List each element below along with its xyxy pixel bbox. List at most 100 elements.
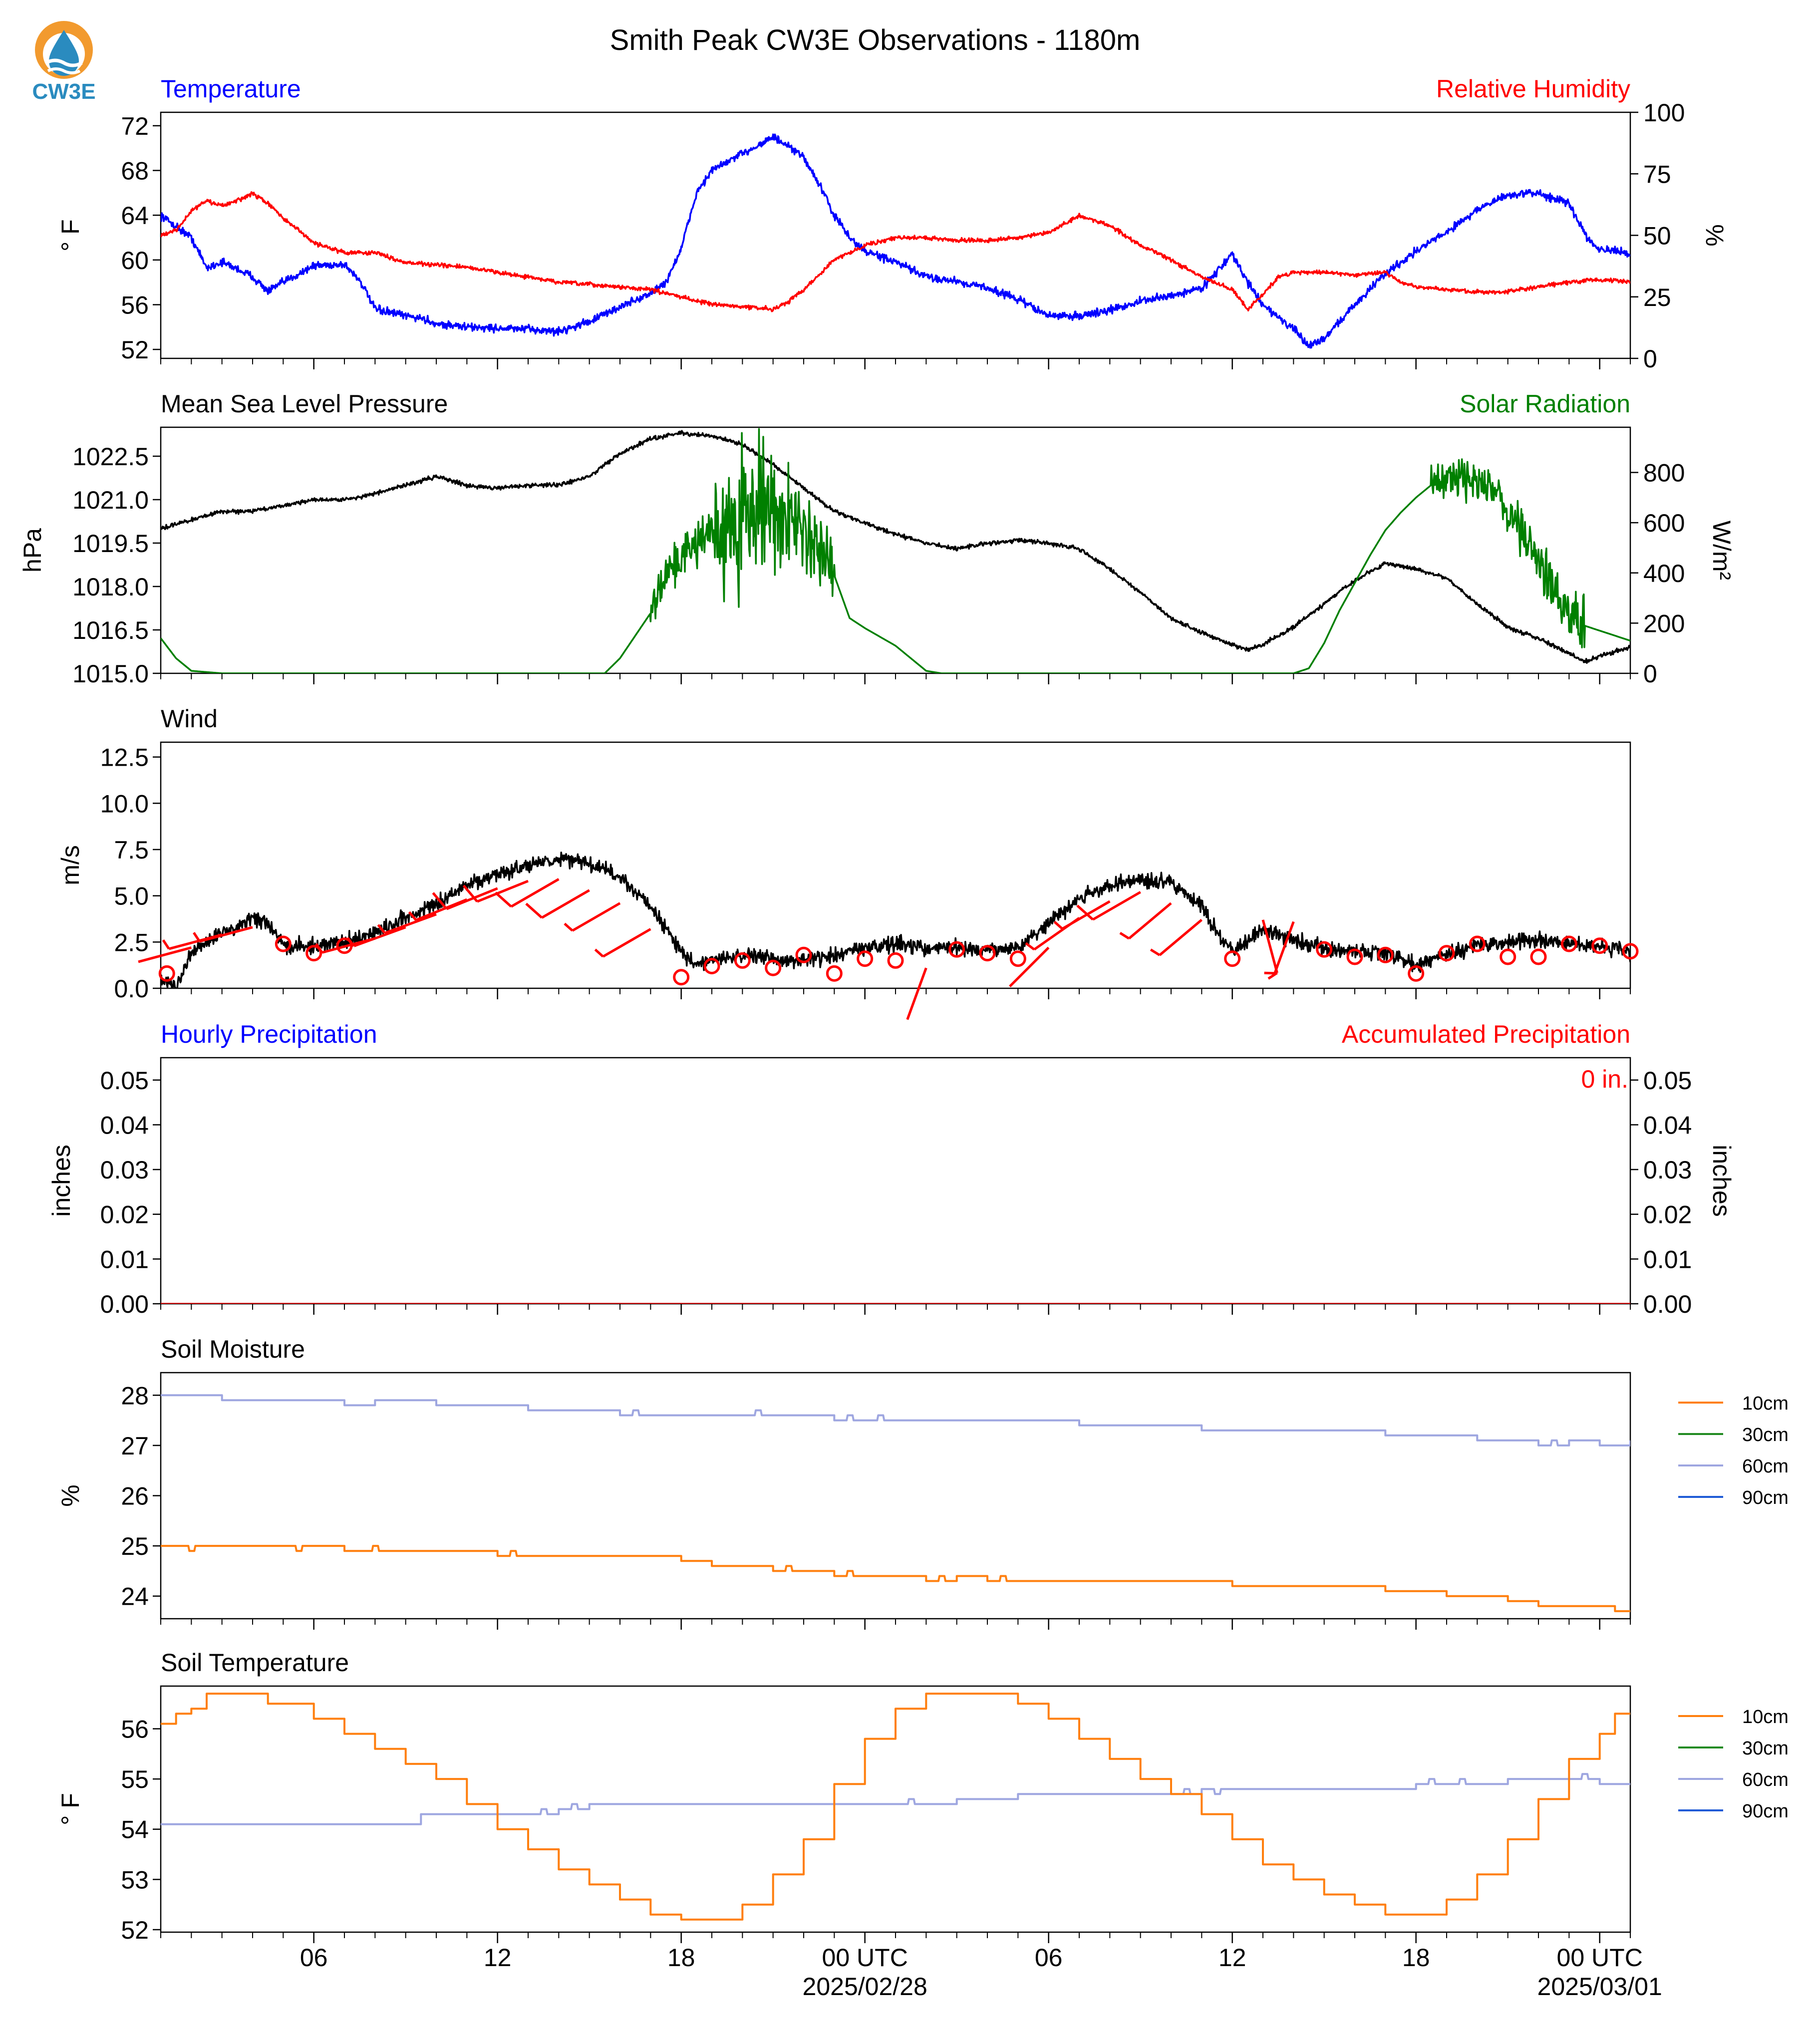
- panel-title-right: Accumulated Precipitation: [1342, 1020, 1630, 1048]
- y-tick-label: 10.0: [100, 790, 149, 818]
- y-tick-label: 54: [121, 1816, 149, 1844]
- wind-barb-half-flag: [1053, 920, 1063, 930]
- y-tick-label: 1022.5: [72, 443, 149, 471]
- wind-barb-staff: [1009, 946, 1050, 988]
- legend-label: 30cm: [1742, 1425, 1789, 1446]
- y-tick-label: 25: [121, 1532, 149, 1560]
- wind-barb-staff: [602, 928, 651, 958]
- y-tick-label: 0.02: [100, 1201, 149, 1229]
- panel-title-right: Solar Radiation: [1460, 390, 1630, 418]
- wind-barb-staff: [1261, 919, 1278, 973]
- series-mean-sea-level-pressure: [161, 430, 1630, 664]
- y-tick-label-right: 100: [1643, 99, 1685, 127]
- y-tick-label-right: 400: [1643, 560, 1685, 587]
- logo-mark-icon: [35, 21, 93, 79]
- y-tick-label: 0.03: [100, 1156, 149, 1184]
- calm-wind-circle: [1500, 948, 1517, 965]
- calm-wind-circle: [765, 959, 782, 976]
- calm-wind-circle: [1438, 945, 1455, 962]
- y-axis-label-right: %: [1701, 224, 1729, 246]
- legend: 10cm 30cm 60cm 90cm: [1678, 1393, 1789, 1508]
- y-tick-label: 26: [121, 1482, 149, 1510]
- calm-wind-circle: [1009, 950, 1026, 967]
- y-tick-label-right: 75: [1643, 160, 1671, 188]
- series-group: [161, 133, 1630, 349]
- series-60cm: [161, 1394, 1630, 1447]
- calm-wind-circle: [158, 965, 175, 982]
- y-axis-label: inches: [47, 1145, 75, 1217]
- wind-barb-half-flag: [1267, 972, 1278, 980]
- x-tick-label: 12: [1218, 1944, 1246, 1972]
- y-tick-label-right: 50: [1643, 222, 1671, 250]
- wind-barb-staff: [353, 926, 406, 947]
- calm-wind-circle: [948, 941, 965, 958]
- y-tick-label: 56: [121, 291, 149, 319]
- y-tick-label: 1018.0: [72, 573, 149, 601]
- y-tick-label: 2.5: [114, 928, 149, 956]
- wind-barb-staff: [384, 913, 437, 934]
- y-axis-label: ° F: [56, 1793, 84, 1825]
- y-axis-label: hPa: [18, 528, 46, 573]
- wind-barb-staff: [1273, 921, 1295, 974]
- y-tick-label: 24: [121, 1583, 149, 1611]
- calm-wind-circle: [703, 958, 720, 975]
- y-tick-label: 52: [121, 336, 149, 364]
- y-axis-label-right: inches: [1708, 1145, 1736, 1217]
- x-tick-label: 12: [484, 1944, 512, 1972]
- panel-hourly-precipitation: Hourly Precipitation Accumulated Precipit…: [47, 1020, 1736, 1318]
- y-tick-label-right: 0.02: [1643, 1201, 1692, 1229]
- y-tick-label-right: 200: [1643, 609, 1685, 637]
- x-tick-label: 06: [300, 1944, 328, 1972]
- wind-barb-half-flag: [1025, 942, 1035, 951]
- y-tick-label: 72: [121, 112, 149, 140]
- panel-temperature: Temperature Relative Humidity ° F % 52 56 60 64…: [56, 75, 1729, 373]
- y-tick-label: 5.0: [114, 882, 149, 910]
- panel-wind: Wind m/s 0.0 2.5 5.0 7.5 10.0 12.5: [56, 705, 1639, 1020]
- y-tick-label-right: 0: [1643, 345, 1657, 373]
- wind-barb-staff: [510, 878, 560, 908]
- wind-barb-half-flag: [564, 922, 574, 932]
- y-tick-label: 28: [121, 1382, 149, 1410]
- wind-barb-half-flag: [594, 948, 604, 958]
- wind-barb-half-flag: [377, 924, 386, 934]
- y-tick-label: 1021.0: [72, 486, 149, 514]
- panel-soil-moisture: Soil Moisture% 24 25 26 27 28 10cm 30cm 60cm 90cm: [56, 1335, 1789, 1630]
- wind-barb-flag: [525, 902, 543, 919]
- y-tick-label-right: 0.03: [1643, 1156, 1692, 1184]
- y-tick-label: 1016.5: [72, 616, 149, 644]
- accumulated-precip-annotation: 0 in.: [1581, 1065, 1628, 1093]
- legend-label: 10cm: [1742, 1707, 1789, 1728]
- wind-barb-half-flag: [162, 939, 170, 950]
- wind-barb-half-flag: [315, 943, 323, 953]
- wind-barb-staff: [446, 887, 498, 910]
- y-tick-label: 68: [121, 157, 149, 185]
- series-relative-humidity: [161, 191, 1630, 312]
- calm-wind-circle: [1622, 943, 1639, 960]
- y-tick-label-right: 0.04: [1643, 1111, 1692, 1139]
- x-tick-date-label: 2025/03/01: [1537, 1973, 1662, 2001]
- series-solar-radiation: [161, 428, 1630, 673]
- logo-text: CW3E: [32, 79, 95, 104]
- calm-wind-circle: [1346, 948, 1363, 965]
- wind-barb-staff: [1128, 902, 1172, 940]
- y-tick-label-right: 0.05: [1643, 1067, 1692, 1095]
- panel-title-left: Mean Sea Level Pressure: [161, 390, 448, 418]
- wind-barb-staff: [906, 967, 927, 1020]
- y-axis-label: %: [56, 1484, 84, 1506]
- wind-barb-half-flag: [346, 937, 355, 947]
- legend-label: 90cm: [1742, 1487, 1789, 1508]
- legend-label: 60cm: [1742, 1456, 1789, 1477]
- panel-title-left: Soil Temperature: [161, 1649, 349, 1677]
- x-tick-label: 00 UTC: [822, 1944, 908, 1972]
- wind-barb-staff: [1092, 891, 1141, 921]
- y-tick-label-right: 25: [1643, 284, 1671, 311]
- wind-barb-staff: [138, 946, 192, 963]
- wind-barb-flag: [462, 884, 478, 902]
- wind-barb-half-flag: [1119, 931, 1130, 940]
- wind-barb-staff: [541, 889, 590, 919]
- x-tick-label: 18: [1402, 1944, 1430, 1972]
- y-tick-label: 0.00: [100, 1290, 149, 1318]
- y-tick-label: 1015.0: [72, 660, 149, 688]
- calm-wind-circle: [1591, 937, 1608, 954]
